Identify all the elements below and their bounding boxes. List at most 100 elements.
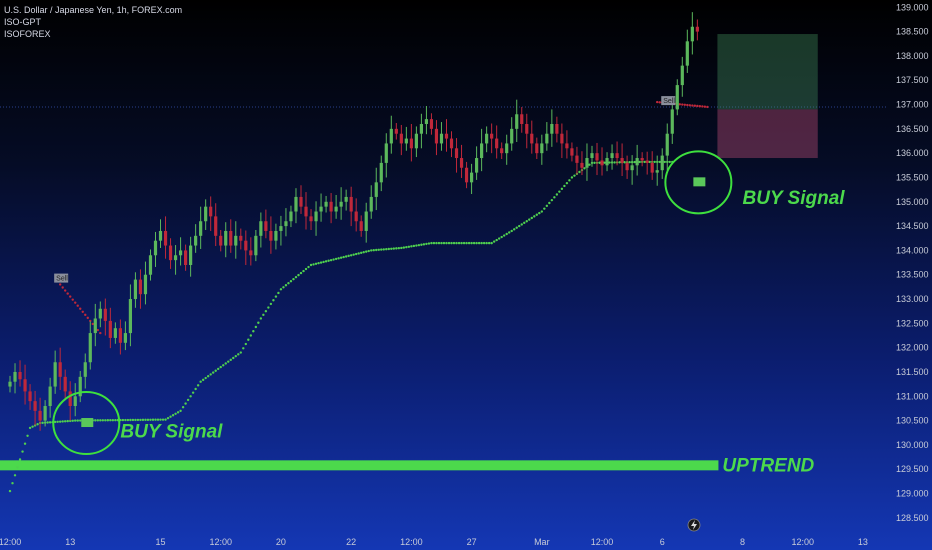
candle-body: [605, 158, 609, 166]
trail-dot: [13, 474, 17, 477]
candle-body: [590, 153, 594, 159]
candle: [234, 221, 238, 259]
candle-body: [148, 255, 153, 275]
candle: [103, 298, 107, 336]
candle-body: [389, 128, 393, 144]
candle: [480, 128, 484, 172]
candle-body: [394, 128, 398, 134]
trail-dot: [397, 246, 401, 250]
chart-legend: U.S. Dollar / Japanese Yen, 1h, FOREX.co…: [4, 4, 182, 40]
lightning-icon[interactable]: [687, 518, 701, 532]
candle: [199, 206, 203, 249]
trail-dot: [249, 334, 253, 337]
candle: [354, 198, 358, 232]
candle-body: [695, 26, 699, 32]
candle: [695, 19, 699, 41]
candle-body: [284, 221, 288, 227]
candle-body: [299, 196, 303, 207]
candle: [364, 202, 368, 243]
trail-dot: [334, 257, 338, 261]
trail-dot: [560, 187, 564, 191]
candle: [334, 194, 338, 219]
candle: [209, 196, 213, 231]
candle-body: [224, 230, 228, 246]
candle: [439, 122, 444, 151]
trail-dot: [299, 271, 303, 275]
sell-dot: [691, 104, 694, 107]
trail-dot: [608, 161, 611, 164]
trail-dot: [139, 418, 142, 422]
candle: [158, 219, 163, 248]
candle: [600, 147, 604, 176]
x-tick-label: 13: [858, 537, 868, 547]
trail-dot: [628, 160, 631, 164]
trail-dot: [422, 243, 426, 246]
candle: [540, 134, 544, 165]
trail-dot: [357, 252, 360, 255]
y-tick-label: 135.500: [896, 172, 929, 182]
candle: [254, 229, 258, 262]
trail-dot: [319, 261, 323, 264]
candle-body: [540, 143, 544, 154]
candle: [404, 126, 408, 151]
candle: [379, 155, 383, 192]
candle: [409, 123, 413, 162]
sell-dot: [66, 292, 69, 295]
trail-dot: [196, 384, 200, 387]
trail-dot: [392, 247, 396, 250]
trail-dot: [239, 351, 242, 354]
sell-dot: [79, 307, 82, 310]
trail-dot: [370, 249, 373, 252]
symbol-title[interactable]: U.S. Dollar / Japanese Yen, 1h, FOREX.co…: [4, 5, 183, 15]
x-tick-label: 12:00: [791, 537, 814, 547]
candle-body: [88, 333, 92, 363]
candle: [419, 113, 424, 149]
trail-dot: [159, 418, 162, 421]
trail-dot: [324, 260, 328, 263]
trail-dot: [179, 409, 182, 413]
candle: [53, 350, 57, 394]
candle: [43, 400, 47, 427]
trail-dot: [129, 418, 132, 422]
y-tick-label: 136.500: [896, 124, 929, 134]
candle-body: [635, 158, 639, 166]
trail-dot: [349, 254, 353, 257]
candle-body: [304, 206, 308, 217]
candle-body: [379, 162, 383, 183]
trail-dot: [79, 419, 82, 422]
sell-dot: [84, 313, 87, 317]
trail-dot: [174, 412, 177, 415]
candle: [274, 223, 278, 250]
candle-body: [128, 299, 133, 334]
sell-dot: [96, 328, 100, 332]
candle-body: [194, 235, 198, 246]
trail-dot: [144, 418, 147, 422]
trail-dot: [508, 231, 511, 234]
trail-dot: [523, 221, 526, 225]
candle-body: [309, 216, 313, 222]
candle-body: [319, 206, 323, 212]
candle: [173, 245, 178, 275]
candle-body: [103, 308, 107, 321]
candle: [58, 347, 62, 390]
indicator-iso-gpt[interactable]: ISO-GPT: [4, 17, 42, 27]
trail-dot: [317, 261, 320, 265]
candle: [590, 145, 594, 167]
trail-dot: [455, 241, 458, 245]
trail-dot: [217, 367, 220, 371]
sell-dot: [688, 104, 692, 107]
trail-dot: [540, 210, 544, 213]
candle-body: [58, 362, 62, 377]
trail-dot: [171, 414, 175, 417]
candle: [575, 146, 579, 175]
indicator-isoforex[interactable]: ISOFOREX: [4, 29, 51, 39]
trail-dot: [277, 291, 280, 295]
trail-dot: [11, 481, 14, 485]
candle-body: [384, 143, 388, 163]
trail-dot: [21, 450, 24, 453]
candle-body: [349, 196, 353, 212]
trail-dot: [131, 418, 135, 422]
trail-dot: [189, 395, 192, 398]
